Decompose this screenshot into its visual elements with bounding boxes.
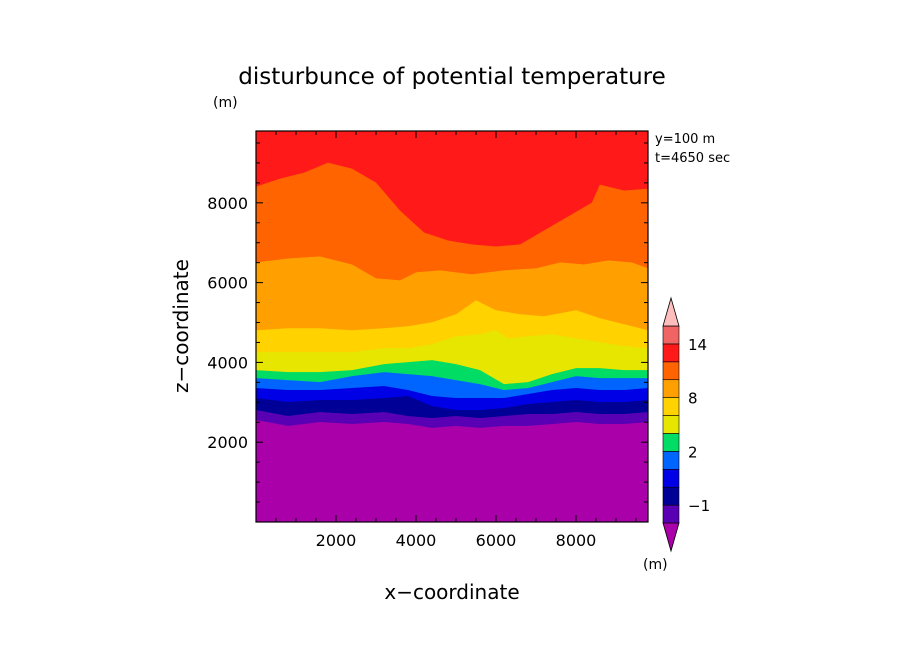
colorbar-segment — [662, 361, 680, 381]
y-tick-label: 8000 — [207, 194, 248, 213]
colorbar-segment — [662, 343, 680, 363]
colorbar-segment — [662, 379, 680, 398]
colorbar-bottom-arrow — [662, 522, 680, 553]
contour-band-0 — [255, 419, 649, 523]
contour-plot-area — [255, 130, 649, 523]
x-axis-label: x−coordinate — [384, 580, 519, 604]
colorbar-segment — [662, 451, 680, 470]
axis-ticks — [256, 131, 648, 522]
y-tick-labels: 2000 4000 6000 8000 — [207, 194, 248, 452]
chart-title: disturbunce of potential temperature — [238, 64, 666, 90]
y-tick-label: 2000 — [207, 433, 248, 452]
annotation-time: t=4650 sec — [655, 151, 730, 166]
y-axis-label: z−coordinate — [169, 259, 193, 393]
x-tick-label: 8000 — [556, 531, 597, 550]
x-tick-label: 4000 — [396, 531, 437, 550]
x-tick-label: 2000 — [316, 531, 357, 550]
y-tick-label: 6000 — [207, 274, 248, 293]
colorbar-segment — [662, 433, 680, 452]
colorbar-unit: (m) — [643, 557, 668, 573]
colorbar-segment — [662, 486, 680, 506]
colorbar-segment — [662, 468, 680, 488]
colorbar-label: 14 — [688, 336, 707, 354]
colorbar-segment — [662, 397, 680, 416]
y-tick-label: 4000 — [207, 353, 248, 372]
colorbar: 14 8 2 −1 — [662, 296, 710, 553]
colorbar-segment — [662, 325, 680, 345]
colorbar-label: 8 — [688, 390, 698, 408]
annotation-y-position: y=100 m — [655, 132, 715, 147]
colorbar-top-arrow — [662, 296, 680, 327]
title-unit: (m) — [213, 95, 238, 111]
colorbar-segment — [662, 415, 680, 434]
x-tick-label: 6000 — [476, 531, 517, 550]
plot-frame — [255, 130, 649, 523]
colorbar-segment — [662, 504, 680, 524]
colorbar-label: −1 — [688, 497, 710, 515]
x-tick-labels: 2000 4000 6000 8000 — [316, 531, 597, 550]
colorbar-label: 2 — [688, 443, 698, 461]
